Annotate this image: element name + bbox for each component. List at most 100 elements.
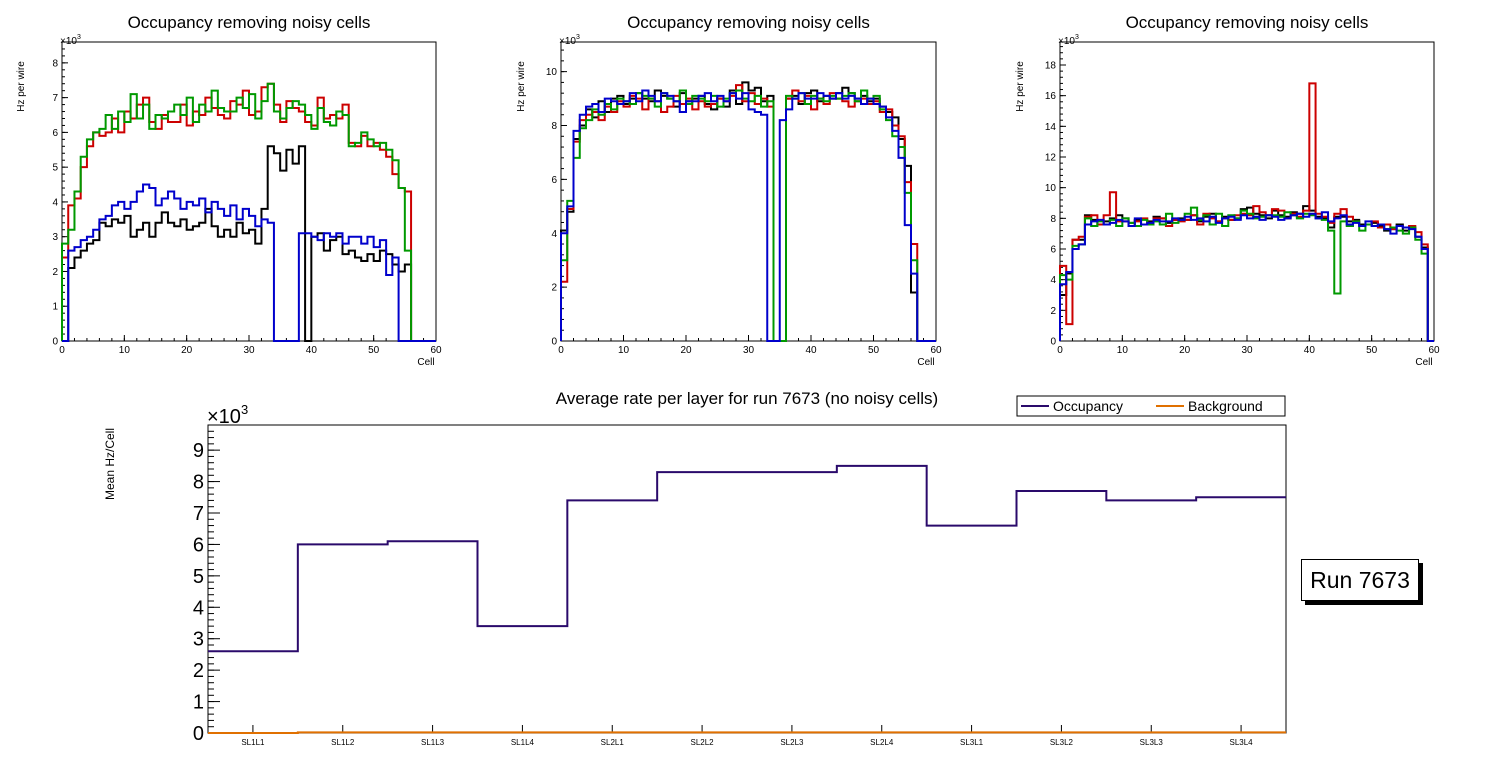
y-axis-label: Mean Hz/Cell bbox=[103, 428, 117, 500]
x-tick-label: 10 bbox=[618, 345, 630, 356]
x-tick-label: 0 bbox=[59, 345, 65, 356]
series-layer2 bbox=[61, 82, 436, 342]
series-layer1 bbox=[62, 145, 436, 342]
x-tick-label: 30 bbox=[743, 345, 755, 356]
exponent-base: ×10 bbox=[60, 36, 77, 47]
series-layer3 bbox=[560, 89, 936, 342]
legend-box bbox=[1016, 395, 1286, 417]
y-tick-label: 0 bbox=[551, 337, 557, 348]
x-tick-label: 60 bbox=[1428, 345, 1440, 356]
chart-4: Average rate per layer for run 7673 (no … bbox=[103, 389, 1287, 747]
legend-label-background: Background bbox=[1188, 398, 1263, 414]
x-tick-label: 50 bbox=[1366, 345, 1378, 356]
series-occupancy bbox=[208, 464, 1286, 653]
exponent-power: 3 bbox=[1075, 34, 1079, 41]
y-exponent-label: ×103 bbox=[60, 34, 81, 47]
y-tick-label: 4 bbox=[551, 229, 557, 240]
y-tick-label: 2 bbox=[1050, 306, 1056, 317]
y-tick-label: 4 bbox=[52, 197, 58, 208]
y-tick-label: 5 bbox=[52, 163, 58, 174]
series-background bbox=[208, 731, 1286, 734]
chart-2: Occupancy removing noisy cells Hz per wir… bbox=[516, 13, 942, 368]
y-exponent-label: ×103 bbox=[1058, 34, 1079, 47]
x-category-label: SL3L4 bbox=[1230, 738, 1254, 747]
x-tick-label: 40 bbox=[306, 345, 318, 356]
y-tick-label: 3 bbox=[193, 629, 204, 651]
y-tick-label: 6 bbox=[193, 534, 204, 556]
chart-3: Occupancy removing noisy cells Hz per wir… bbox=[1015, 13, 1440, 368]
legend-label-occupancy: Occupancy bbox=[1053, 398, 1123, 414]
series-layer2 bbox=[560, 84, 936, 342]
x-category-label: SL1L3 bbox=[421, 738, 445, 747]
x-tick-label: 40 bbox=[805, 345, 817, 356]
y-tick-label: 0 bbox=[1050, 337, 1056, 348]
x-tick-label: 20 bbox=[680, 345, 692, 356]
y-axis-label: Hz per wire bbox=[1015, 61, 1026, 112]
y-tick-label: 2 bbox=[193, 660, 204, 682]
y-tick-label: 0 bbox=[52, 337, 58, 348]
chart-title: Occupancy removing noisy cells bbox=[128, 13, 371, 32]
y-tick-label: 4 bbox=[1050, 275, 1056, 286]
x-axis-label: Cell bbox=[1415, 357, 1432, 368]
x-axis-label: Cell bbox=[917, 357, 934, 368]
plot-frame bbox=[61, 41, 437, 342]
x-tick-label: 0 bbox=[1057, 345, 1063, 356]
x-tick-label: 20 bbox=[181, 345, 193, 356]
run-label-box: Run 7673 bbox=[1301, 559, 1419, 601]
y-tick-label: 16 bbox=[1045, 91, 1057, 102]
exponent-base: ×10 bbox=[207, 406, 241, 428]
exponent-power: 3 bbox=[241, 402, 248, 417]
y-tick-label: 18 bbox=[1045, 61, 1057, 72]
series-layer1 bbox=[560, 81, 936, 342]
y-tick-label: 3 bbox=[52, 232, 58, 243]
chart-1: Occupancy removing noisy cells Hz per wir… bbox=[16, 13, 442, 368]
chart-title: Average rate per layer for run 7673 (no … bbox=[556, 389, 938, 408]
chart-title: Occupancy removing noisy cells bbox=[1126, 13, 1369, 32]
x-tick-label: 30 bbox=[243, 345, 255, 356]
x-category-label: SL2L4 bbox=[870, 738, 894, 747]
x-tick-label: 50 bbox=[868, 345, 880, 356]
y-tick-label: 4 bbox=[193, 597, 204, 619]
x-tick-label: 40 bbox=[1304, 345, 1316, 356]
y-tick-label: 2 bbox=[551, 283, 557, 294]
y-axis-label: Hz per wire bbox=[516, 61, 527, 112]
y-exponent-label: ×103 bbox=[207, 402, 248, 428]
exponent-power: 3 bbox=[576, 34, 580, 41]
x-category-label: SL2L2 bbox=[691, 738, 715, 747]
x-tick-label: 60 bbox=[930, 345, 942, 356]
y-tick-label: 12 bbox=[1045, 153, 1057, 164]
series-layer3 bbox=[61, 82, 436, 342]
x-axis-label: Cell bbox=[417, 357, 434, 368]
exponent-base: ×10 bbox=[559, 36, 576, 47]
y-tick-label: 7 bbox=[52, 93, 58, 104]
y-tick-label: 10 bbox=[546, 67, 558, 78]
y-tick-label: 2 bbox=[52, 267, 58, 278]
x-tick-label: 10 bbox=[1117, 345, 1129, 356]
chart-title: Occupancy removing noisy cells bbox=[627, 13, 870, 32]
x-category-label: SL1L1 bbox=[241, 738, 265, 747]
x-category-label: SL3L2 bbox=[1050, 738, 1074, 747]
y-tick-label: 7 bbox=[193, 503, 204, 525]
y-tick-label: 10 bbox=[1045, 183, 1057, 194]
series-layer4 bbox=[560, 89, 936, 342]
exponent-base: ×10 bbox=[1058, 36, 1075, 47]
x-category-label: SL2L3 bbox=[780, 738, 804, 747]
y-tick-label: 8 bbox=[52, 58, 58, 69]
y-tick-label: 1 bbox=[52, 302, 58, 313]
x-tick-label: 0 bbox=[558, 345, 564, 356]
exponent-power: 3 bbox=[77, 34, 81, 41]
y-tick-label: 6 bbox=[52, 128, 58, 139]
y-axis-label: Hz per wire bbox=[16, 61, 27, 112]
y-tick-label: 1 bbox=[193, 692, 204, 714]
run-label: Run 7673 bbox=[1310, 567, 1410, 593]
legend: Occupancy Background bbox=[1016, 395, 1286, 417]
x-tick-label: 30 bbox=[1241, 345, 1253, 356]
y-tick-label: 14 bbox=[1045, 122, 1057, 133]
y-tick-label: 5 bbox=[193, 566, 204, 588]
x-category-label: SL1L4 bbox=[511, 738, 535, 747]
x-category-label: SL2L1 bbox=[601, 738, 625, 747]
x-tick-label: 10 bbox=[119, 345, 131, 356]
x-tick-label: 50 bbox=[368, 345, 380, 356]
x-category-label: SL1L2 bbox=[331, 738, 355, 747]
